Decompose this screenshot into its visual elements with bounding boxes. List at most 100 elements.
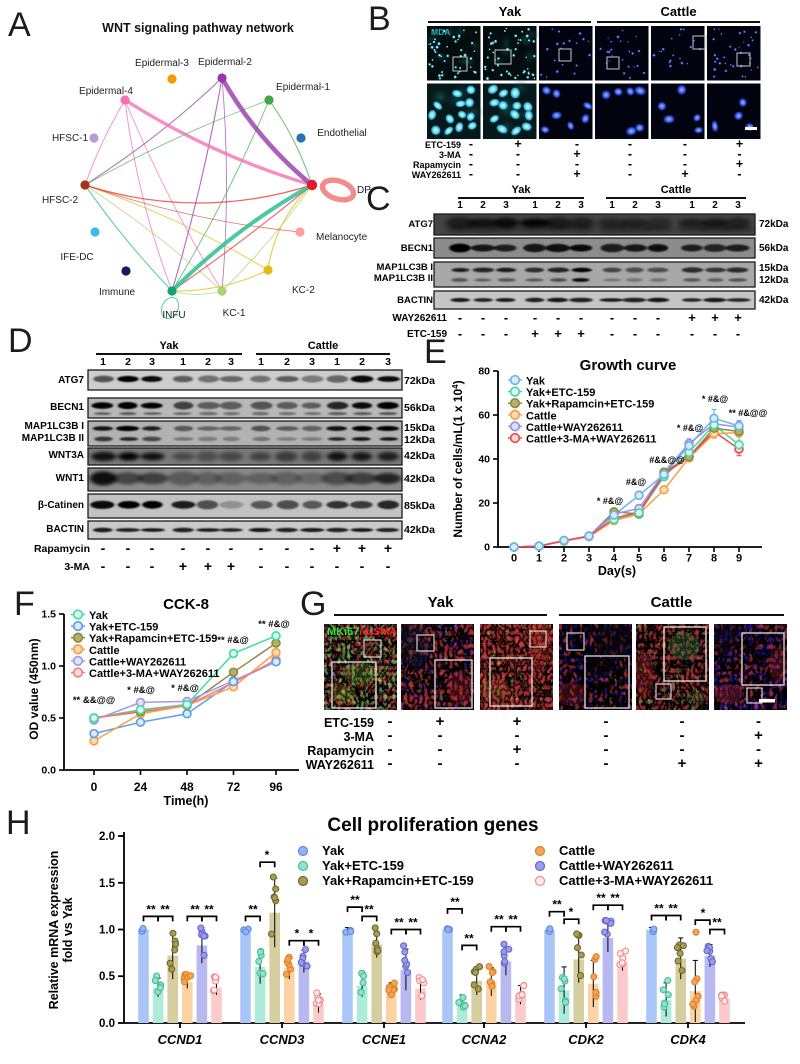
svg-text:48: 48 (180, 780, 194, 794)
svg-text:INFU: INFU (162, 310, 185, 321)
svg-text:MDA: MDA (431, 27, 450, 37)
svg-text:Time(h): Time(h) (164, 794, 209, 808)
svg-text:** #&@: ** #&@ (258, 619, 289, 630)
svg-text:**: ** (450, 895, 460, 909)
svg-text:Immune: Immune (99, 287, 136, 298)
svg-text:Number of cells/mL(1 x 104): Number of cells/mL(1 x 104) (451, 380, 466, 537)
svg-text:**: ** (408, 916, 418, 930)
svg-text:Melanocyte: Melanocyte (316, 232, 368, 243)
svg-text:Relative mRNA expression: Relative mRNA expression (47, 851, 61, 1010)
svg-text:0.5: 0.5 (99, 971, 116, 983)
svg-text:**: ** (610, 891, 620, 905)
svg-text:8: 8 (711, 553, 717, 565)
svg-text:*: * (701, 906, 706, 920)
svg-text:CCK-8: CCK-8 (163, 596, 209, 613)
svg-text:DP: DP (357, 185, 371, 196)
svg-text:#&@: #&@ (626, 477, 647, 487)
svg-text:* #&@: * #&@ (171, 683, 199, 694)
svg-text:**: ** (464, 931, 474, 945)
svg-text:CCNA2: CCNA2 (462, 1032, 508, 1047)
svg-text:**: ** (160, 902, 170, 916)
svg-text:0: 0 (511, 553, 517, 565)
svg-text:HFSC-2: HFSC-2 (42, 195, 79, 206)
svg-text:fold vs Yak: fold vs Yak (61, 897, 75, 962)
svg-text:Cattle+WAY262611: Cattle+WAY262611 (526, 422, 623, 434)
svg-text:* #&@: * #&@ (597, 496, 624, 506)
svg-text:2.0: 2.0 (99, 831, 115, 843)
svg-text:Epidermal-3: Epidermal-3 (135, 58, 189, 69)
svg-text:**: ** (552, 898, 562, 912)
svg-text:Cattle+3-MA+WAY262611: Cattle+3-MA+WAY262611 (526, 434, 656, 446)
svg-text:**: ** (654, 902, 664, 916)
svg-text:6: 6 (661, 553, 667, 565)
svg-text:Yak: Yak (322, 843, 345, 858)
svg-text:Cattle: Cattle (559, 843, 595, 858)
svg-text:1.5: 1.5 (41, 609, 56, 621)
svg-text:Yak+Rapamcin+ETC-159: Yak+Rapamcin+ETC-159 (322, 873, 474, 888)
svg-text:2: 2 (561, 553, 567, 565)
svg-text:Cattle: Cattle (89, 645, 120, 657)
svg-text:* #&@: * #&@ (127, 685, 155, 696)
svg-text:24: 24 (134, 780, 148, 794)
svg-text:Yak+ETC-159: Yak+ETC-159 (322, 858, 404, 873)
svg-text:3: 3 (586, 553, 592, 565)
svg-text:Cell proliferation genes: Cell proliferation genes (327, 815, 538, 836)
svg-text:72: 72 (227, 780, 241, 794)
svg-text:**: ** (364, 902, 374, 916)
svg-text:** #&@: ** #&@ (217, 635, 248, 646)
svg-text:* #&@: * #&@ (702, 394, 729, 404)
svg-text:96: 96 (269, 780, 283, 794)
svg-text:0.0: 0.0 (99, 1018, 115, 1030)
svg-text:4: 4 (611, 553, 618, 565)
svg-text:1.0: 1.0 (99, 925, 115, 937)
svg-text:KC-1: KC-1 (223, 308, 246, 319)
svg-text:60: 60 (478, 410, 490, 422)
svg-text:**: ** (146, 902, 156, 916)
svg-text:0.0: 0.0 (41, 765, 56, 777)
svg-text:Yak+ETC-159: Yak+ETC-159 (526, 387, 595, 399)
svg-text:IFE-DC: IFE-DC (60, 252, 93, 263)
svg-text:20: 20 (478, 498, 490, 510)
svg-text:0.5: 0.5 (41, 713, 56, 725)
svg-text:*: * (569, 905, 574, 919)
svg-text:Growth curve: Growth curve (580, 357, 677, 374)
svg-text:Yak+Rapamcin+ETC-159: Yak+Rapamcin+ETC-159 (89, 633, 217, 645)
svg-text:0: 0 (91, 780, 98, 794)
svg-text:**: ** (494, 913, 504, 927)
svg-text:Cattle+3-MA+WAY262611: Cattle+3-MA+WAY262611 (559, 873, 713, 888)
svg-text:Cattle: Cattle (526, 410, 557, 422)
svg-text:CCND1: CCND1 (158, 1032, 203, 1047)
svg-text:*: * (295, 927, 300, 941)
svg-text:**: ** (668, 902, 678, 916)
svg-text:CCNE1: CCNE1 (362, 1032, 406, 1047)
svg-text:Yak+ETC-159: Yak+ETC-159 (89, 622, 158, 634)
svg-text:MKi67/α-SMA: MKi67/α-SMA (327, 626, 397, 638)
svg-text:CDK4: CDK4 (670, 1032, 706, 1047)
svg-text:Day(s): Day(s) (598, 564, 636, 578)
svg-text:**: ** (394, 916, 404, 930)
svg-text:*: * (265, 848, 270, 862)
svg-text:** #&@@: ** #&@@ (729, 408, 768, 418)
svg-text:**: ** (596, 891, 606, 905)
svg-text:**: ** (190, 902, 200, 916)
svg-text:9: 9 (736, 553, 742, 565)
svg-text:*: * (309, 927, 314, 941)
svg-text:0: 0 (484, 542, 490, 554)
svg-text:Yak: Yak (526, 376, 546, 388)
svg-text:**: ** (248, 902, 258, 916)
svg-text:HFSC-1: HFSC-1 (52, 133, 89, 144)
svg-text:**: ** (508, 913, 518, 927)
svg-text:**: ** (712, 916, 722, 930)
svg-text:KC-2: KC-2 (292, 285, 315, 296)
svg-text:Cattle+WAY262611: Cattle+WAY262611 (559, 858, 674, 873)
svg-text:80: 80 (478, 366, 490, 378)
svg-text:**: ** (350, 893, 360, 907)
svg-text:* #&@: * #&@ (677, 423, 704, 433)
svg-text:40: 40 (478, 454, 490, 466)
svg-text:Endothelial: Endothelial (317, 128, 366, 139)
svg-text:7: 7 (686, 553, 692, 565)
svg-text:Epidermal-2: Epidermal-2 (198, 57, 252, 68)
svg-text:5: 5 (636, 553, 642, 565)
svg-text:Yak+Rapamcin+ETC-159: Yak+Rapamcin+ETC-159 (526, 399, 654, 411)
svg-text:Epidermal-1: Epidermal-1 (276, 82, 330, 93)
